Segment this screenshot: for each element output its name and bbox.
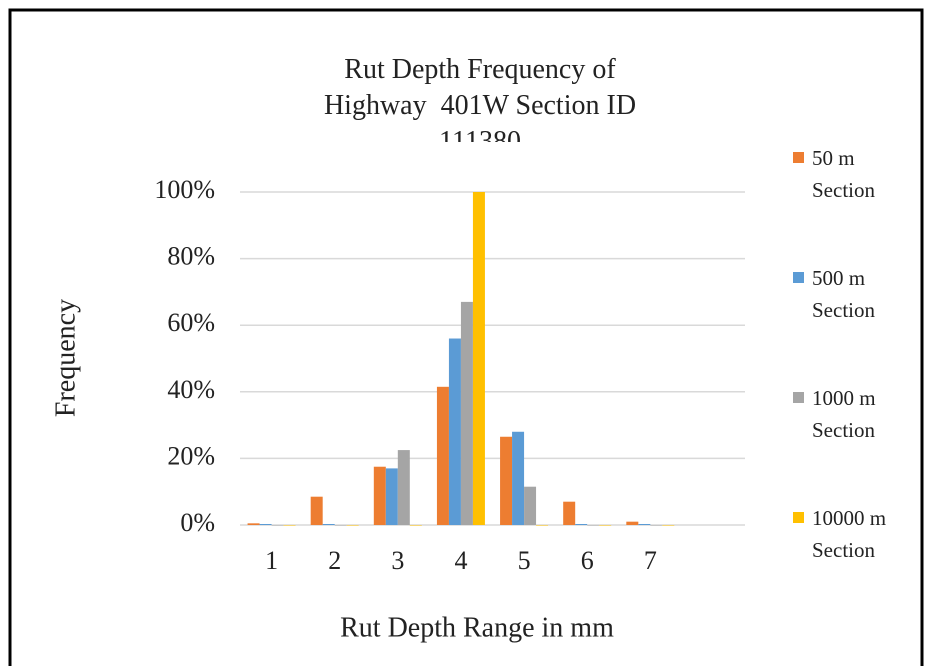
bar — [536, 525, 549, 526]
bar — [587, 525, 600, 526]
y-tick-label: 80% — [167, 242, 215, 271]
bar — [283, 525, 296, 526]
bar — [310, 496, 323, 525]
legend-swatch — [793, 152, 804, 163]
bar — [512, 431, 525, 525]
x-tick-label: 6 — [581, 546, 594, 575]
bar — [385, 468, 398, 525]
x-tick-label: 5 — [518, 546, 531, 575]
bar — [271, 525, 284, 526]
bar — [334, 525, 347, 526]
y-tick-label: 20% — [167, 441, 215, 470]
x-tick-label: 2 — [328, 546, 341, 575]
y-tick-label: 0% — [180, 508, 215, 537]
legend-label: 1000 m Section — [812, 386, 876, 442]
legend-entry: 500 m Section — [793, 262, 904, 326]
y-tick-label: 40% — [167, 375, 215, 404]
legend-entry: 1000 m Section — [793, 382, 904, 446]
x-axis-label: Rut Depth Range in mm — [340, 612, 614, 643]
legend-swatch — [793, 272, 804, 283]
legend-label: 500 m Section — [812, 266, 875, 322]
legend-swatch — [793, 392, 804, 403]
bar — [524, 486, 537, 525]
x-tick-label: 3 — [391, 546, 404, 575]
bar — [460, 301, 473, 525]
bar — [599, 525, 612, 526]
bar — [259, 524, 272, 525]
bar — [436, 386, 449, 525]
x-tick-label: 1 — [265, 546, 278, 575]
y-tick-label: 60% — [167, 308, 215, 337]
bar — [448, 338, 461, 525]
bar — [650, 525, 663, 526]
legend-swatch — [793, 512, 804, 523]
bar — [247, 523, 260, 525]
bar — [397, 450, 410, 525]
chart-title: Rut Depth Frequency of Highway 401W Sect… — [323, 54, 644, 142]
bar — [662, 525, 675, 526]
bar — [472, 192, 485, 525]
bar — [346, 525, 359, 526]
x-tick-label: 4 — [454, 546, 467, 575]
x-tick-label: 7 — [644, 546, 657, 575]
legend-label: 50 m Section — [812, 146, 875, 202]
bar — [563, 501, 576, 525]
legend-entry: 50 m Section — [793, 142, 904, 206]
bar — [500, 436, 513, 525]
bar — [575, 524, 588, 525]
bar — [638, 524, 651, 525]
bar — [409, 525, 422, 526]
y-axis-label: Frequency — [50, 299, 81, 417]
bar — [373, 466, 386, 525]
bar — [626, 521, 639, 525]
legend-entry: 10000 m Section — [793, 502, 904, 566]
title-box: Rut Depth Frequency of Highway 401W Sect… — [323, 54, 644, 142]
bar — [322, 524, 335, 525]
legend-label: 10000 m Section — [812, 506, 887, 562]
y-tick-label: 100% — [154, 175, 215, 204]
